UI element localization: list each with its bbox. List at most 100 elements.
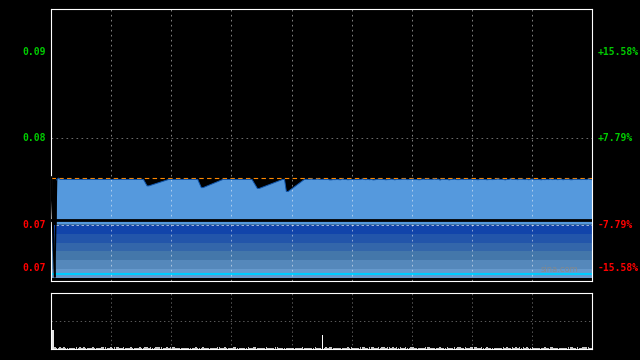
Bar — [360, 347, 361, 349]
Bar — [193, 348, 195, 349]
Bar — [110, 347, 111, 349]
Bar — [271, 348, 273, 349]
Bar — [92, 347, 93, 349]
Bar — [302, 347, 303, 349]
Bar — [371, 347, 372, 349]
Bar — [476, 347, 477, 349]
Bar — [467, 348, 468, 349]
Bar — [564, 348, 566, 349]
Bar — [493, 348, 495, 349]
Bar — [372, 347, 374, 349]
Bar — [541, 347, 542, 349]
Bar — [461, 348, 463, 349]
Bar — [309, 347, 310, 349]
Bar — [532, 347, 533, 349]
Bar — [316, 348, 318, 349]
Bar — [394, 348, 396, 349]
Bar — [403, 348, 404, 349]
Bar — [134, 348, 135, 349]
Bar — [552, 347, 553, 349]
Bar — [195, 347, 196, 349]
Bar — [84, 348, 86, 349]
Bar — [163, 348, 164, 349]
Bar — [63, 347, 65, 349]
Bar — [248, 347, 249, 349]
Bar — [463, 348, 465, 349]
Bar — [164, 348, 166, 349]
Bar — [276, 347, 278, 349]
Bar — [472, 347, 474, 349]
Bar — [405, 347, 406, 349]
Bar — [269, 348, 271, 349]
Bar — [168, 347, 170, 349]
Bar — [226, 348, 227, 349]
Bar — [528, 348, 529, 349]
Bar — [65, 347, 67, 349]
Bar — [449, 347, 450, 349]
Bar — [139, 347, 141, 349]
Bar — [546, 348, 548, 349]
Bar — [211, 348, 213, 349]
Bar — [242, 348, 244, 349]
Bar — [390, 348, 392, 349]
Bar — [123, 347, 124, 349]
Bar — [52, 330, 54, 349]
Bar — [490, 348, 492, 349]
Bar — [500, 347, 502, 349]
Bar — [228, 348, 229, 349]
Bar — [399, 347, 401, 349]
Bar — [367, 348, 369, 349]
Bar — [385, 348, 387, 349]
Bar — [322, 348, 323, 349]
Bar — [132, 347, 133, 349]
Bar — [199, 348, 200, 349]
Bar — [327, 348, 329, 349]
Bar — [591, 348, 593, 349]
Bar — [161, 347, 163, 349]
Bar — [202, 347, 204, 349]
Bar — [381, 347, 383, 349]
Bar — [90, 348, 92, 349]
Bar — [197, 348, 198, 349]
Bar — [101, 347, 102, 349]
Bar — [579, 347, 580, 349]
Bar — [172, 347, 173, 349]
Bar — [438, 348, 439, 349]
Bar — [250, 347, 251, 349]
Bar — [484, 348, 486, 349]
Bar — [119, 348, 121, 349]
Text: 0.09: 0.09 — [22, 47, 46, 57]
Bar — [320, 347, 321, 349]
Bar — [86, 348, 88, 349]
Bar — [573, 348, 575, 349]
Bar — [257, 348, 258, 349]
Text: 0.07: 0.07 — [22, 220, 46, 230]
Bar — [504, 348, 506, 349]
Bar — [410, 347, 412, 349]
Bar — [439, 347, 441, 349]
Text: +7.79%: +7.79% — [597, 134, 633, 143]
Bar — [56, 348, 58, 349]
Bar — [338, 348, 340, 349]
Bar — [112, 348, 113, 349]
Bar — [468, 348, 470, 349]
Bar — [342, 347, 343, 349]
Bar — [106, 348, 108, 349]
Bar — [502, 347, 504, 349]
Bar — [588, 347, 589, 349]
Bar — [557, 348, 559, 349]
Bar — [445, 348, 446, 349]
Bar — [351, 347, 352, 349]
Bar — [200, 348, 202, 349]
Bar — [452, 348, 454, 349]
Bar — [275, 347, 276, 349]
Bar — [586, 347, 588, 349]
Bar — [244, 348, 246, 349]
Bar — [427, 347, 428, 349]
Bar — [259, 347, 260, 349]
Bar — [572, 347, 573, 349]
Bar — [54, 347, 56, 349]
Bar — [555, 347, 557, 349]
Bar — [217, 347, 218, 349]
Bar — [83, 347, 84, 349]
